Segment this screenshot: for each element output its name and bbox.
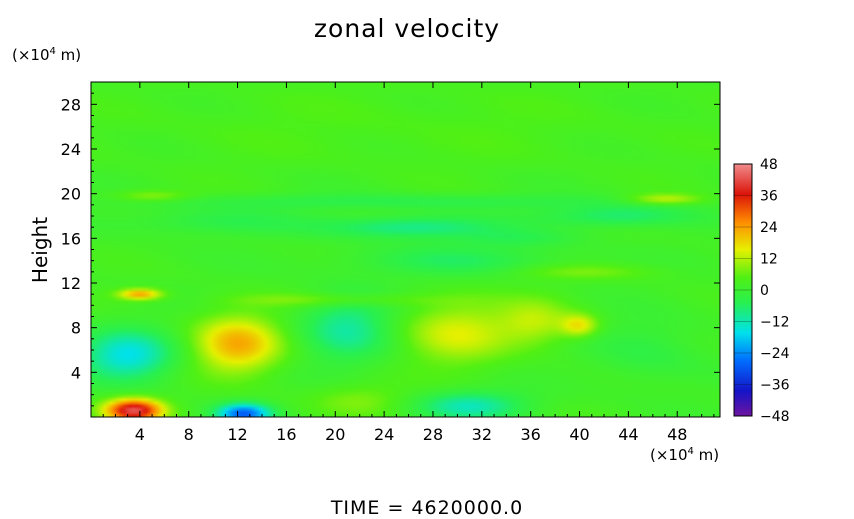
colorbar-tick-label: −36: [760, 378, 790, 394]
x-axis-unit: (×104 m): [650, 446, 720, 464]
x-tick-label: 28: [423, 425, 443, 444]
colorbar-tick-label: −48: [760, 409, 790, 425]
y-tick-label: 24: [61, 140, 81, 159]
y-tick-label: 8: [71, 319, 81, 338]
x-tick-label: 20: [325, 425, 345, 444]
y-tick-label: 12: [61, 274, 81, 293]
x-tick-label: 12: [227, 425, 247, 444]
velocity-field-image: [91, 82, 720, 417]
x-tick-label: 24: [374, 425, 394, 444]
chart-title: zonal velocity: [313, 14, 501, 43]
colorbar-tick-label: 48: [760, 157, 778, 173]
x-tick-label: 44: [618, 425, 638, 444]
time-readout: TIME = 4620000.0: [330, 497, 524, 519]
x-tick-label: 40: [569, 425, 589, 444]
colorbar-tick-label: 0: [760, 283, 769, 299]
colorbar-tick-label: −24: [760, 346, 790, 362]
y-tick-label: 16: [61, 229, 81, 248]
colorbar-tick-label: −12: [760, 315, 790, 331]
y-axis-unit: (×104 m): [12, 46, 82, 64]
colorbar-tick-label: 12: [760, 252, 778, 268]
y-tick-label: 28: [61, 95, 81, 114]
velocity-field: [91, 82, 720, 417]
y-tick-label: 20: [61, 185, 81, 204]
colorbar-tick-label: 24: [760, 220, 778, 236]
colorbar: 48 36 24 12 0 −12 −24 −36 −48: [733, 157, 790, 425]
colorbar-tick-label: 36: [760, 189, 778, 205]
y-axis: 4 8 12 16 20 24 28: [61, 92, 720, 407]
x-tick-label: 4: [135, 425, 145, 444]
x-tick-label: 48: [667, 425, 687, 444]
x-tick-label: 32: [472, 425, 492, 444]
y-tick-label: 4: [71, 363, 81, 382]
x-axis: 4 8 12 16 20 24 28 32 36 40 44 48: [102, 82, 715, 444]
x-tick-label: 16: [276, 425, 296, 444]
x-tick-label: 8: [184, 425, 194, 444]
x-tick-label: 36: [521, 425, 541, 444]
